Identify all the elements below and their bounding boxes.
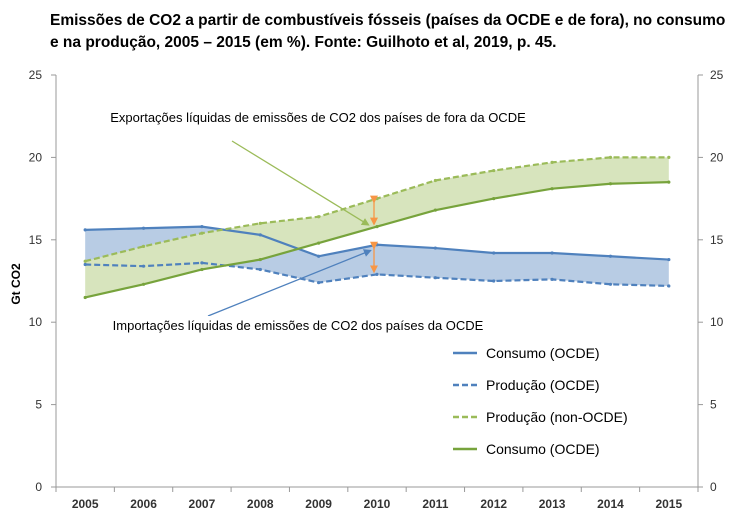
- x-tick-label: 2013: [539, 497, 566, 511]
- data-point: [317, 254, 321, 258]
- y-tick-label-left: 15: [29, 233, 43, 247]
- data-point: [141, 282, 146, 286]
- axes: 0 0 5 5 10 10 15 15 20 20 25 25 2005 2006 2007 2008 2009…: [29, 68, 724, 511]
- data-point: [141, 226, 146, 230]
- data-point: [492, 279, 496, 283]
- data-point: [667, 284, 671, 288]
- data-point: [141, 264, 146, 268]
- data-point: [200, 231, 204, 235]
- y-tick-label-right: 5: [710, 398, 717, 412]
- data-point: [492, 168, 496, 173]
- data-point: [258, 233, 262, 237]
- data-point: [433, 246, 437, 250]
- data-point: [83, 262, 87, 267]
- x-tick-label: 2007: [189, 497, 216, 511]
- x-tick-label: 2015: [655, 497, 682, 511]
- data-point: [317, 215, 321, 219]
- chart-title: Emissões de CO2 a partir de combustíveis…: [50, 12, 726, 51]
- data-point: [375, 243, 379, 247]
- data-point: [667, 180, 671, 184]
- x-tick-label: 2011: [422, 497, 448, 511]
- x-tick-label: 2010: [364, 497, 391, 511]
- legend-label-3: Consumo (OCDE): [486, 441, 600, 457]
- data-point: [258, 257, 262, 262]
- data-point: [375, 225, 379, 229]
- data-point: [550, 251, 554, 255]
- annotation-arrows: [207, 140, 378, 317]
- data-point: [667, 155, 671, 159]
- y-tick-label-left: 20: [29, 150, 43, 164]
- data-point: [608, 282, 613, 286]
- x-tick-label: 2006: [130, 497, 157, 511]
- x-tick-label: 2012: [480, 497, 507, 511]
- y-tick-label-right: 0: [710, 480, 717, 494]
- data-point: [608, 182, 613, 186]
- data-point: [492, 197, 496, 201]
- annotation-bg-imports: [84, 316, 516, 336]
- annotation-imports: Importações líquidas de emissões de CO2 …: [113, 318, 484, 333]
- data-point: [550, 277, 554, 281]
- data-point: [258, 221, 262, 225]
- data-point: [608, 254, 613, 258]
- data-point: [550, 160, 554, 164]
- data-point: [433, 208, 437, 212]
- data-point: [550, 187, 554, 191]
- x-tick-label: 2009: [305, 497, 332, 511]
- legend-label-2: Produção (non-OCDE): [486, 409, 628, 425]
- y-tick-label-right: 20: [710, 150, 724, 164]
- y-tick-label-left: 0: [35, 480, 42, 494]
- data-point: [433, 178, 437, 183]
- legend: Consumo (OCDE) Produção (OCDE) Produção (n…: [453, 345, 628, 457]
- y-tick-label-left: 25: [29, 68, 43, 82]
- y-tick-label-right: 25: [710, 68, 724, 82]
- data-point: [83, 295, 87, 300]
- data-point: [317, 281, 321, 285]
- y-tick-label-right: 10: [710, 315, 724, 329]
- data-point: [375, 272, 379, 277]
- data-point: [200, 225, 204, 229]
- y-tick-label-left: 5: [35, 398, 42, 412]
- pointer-arrow-imports: [207, 249, 372, 317]
- data-point: [258, 267, 262, 272]
- data-point: [83, 259, 87, 263]
- data-point: [141, 244, 146, 248]
- x-tick-label: 2005: [72, 497, 99, 511]
- data-point: [492, 251, 496, 255]
- data-point: [433, 276, 437, 280]
- series-line-1: [85, 261, 669, 288]
- y-axis-label: Gt CO2: [9, 263, 23, 305]
- data-point: [608, 155, 613, 159]
- y-tick-label-right: 15: [710, 233, 724, 247]
- x-tick-label: 2008: [247, 497, 274, 511]
- data-point: [200, 261, 204, 265]
- data-point: [317, 241, 321, 245]
- data-point: [375, 197, 379, 201]
- x-tick-label: 2014: [597, 497, 624, 511]
- data-point: [200, 267, 204, 272]
- annotation-bg-exports: [80, 108, 560, 128]
- band-fill-non-oecd: [85, 157, 669, 298]
- pointer-arrow-exports: [231, 140, 370, 226]
- data-point: [83, 228, 87, 232]
- legend-label-1: Produção (OCDE): [486, 377, 600, 393]
- data-point: [667, 257, 671, 262]
- y-tick-label-left: 10: [29, 315, 43, 329]
- legend-label-0: Consumo (OCDE): [486, 345, 600, 361]
- annotation-exports: Exportações líquidas de emissões de CO2 …: [110, 110, 526, 125]
